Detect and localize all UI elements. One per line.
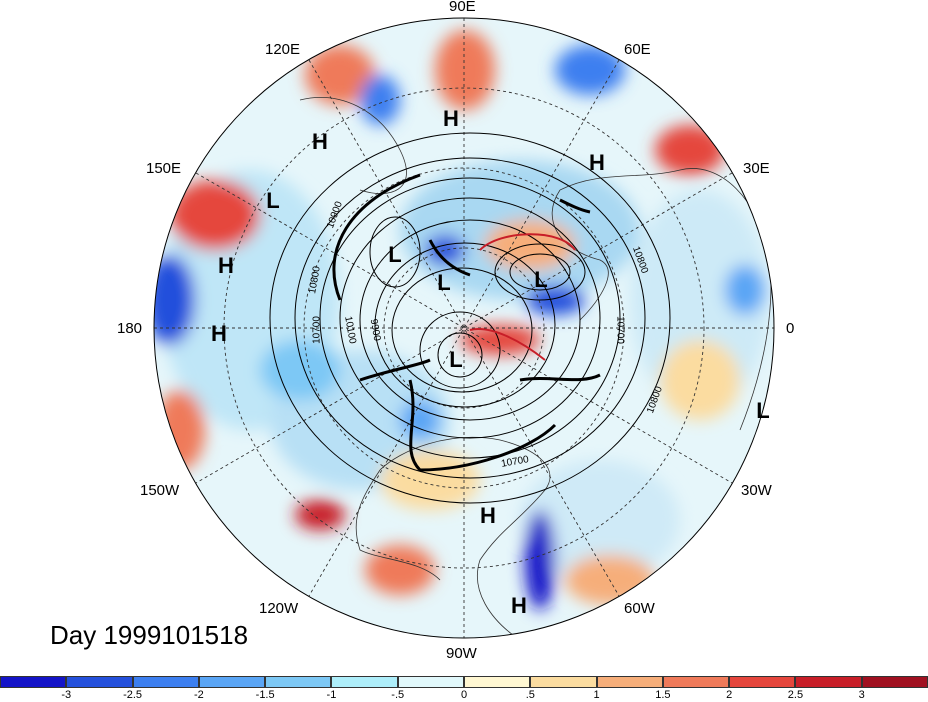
lon-label-90w: 90W [446,645,477,662]
pressure-center-low: L [534,267,548,292]
colorbar-tick-label: 2 [726,689,733,701]
day-label: Day 1999101518 [50,620,249,650]
pressure-center-high: H [589,150,605,175]
colorbar-tick-label: 2.5 [787,689,804,701]
lon-label-180: 180 [117,320,143,337]
contour-label: 10700 [311,316,323,344]
colorbar-swatch [331,676,398,688]
colorbar-tick-label: 0 [460,689,468,701]
pressure-center-low: L [388,242,402,267]
colorbar-tick-label: -2 [193,689,204,701]
lon-label-120w: 120W [259,600,299,617]
colorbar-tick-label: -3 [61,689,72,701]
colorbar-tick-label: 3 [858,689,865,701]
colorbar [0,676,928,688]
colorbar-tick-label: -1 [326,689,337,701]
lon-label-150w: 150W [140,482,180,499]
pressure-center-low: L [449,347,463,372]
colorbar-swatch [66,676,133,688]
colorbar-swatch [596,676,663,688]
pressure-center-low: L [756,398,770,423]
pressure-center-high: H [443,106,459,131]
colorbar-tick-label: 1 [593,689,600,701]
lon-label-120e: 120E [265,41,301,58]
colorbar-swatch [0,676,67,688]
lon-label-30w: 30W [741,482,772,499]
colorbar-swatch [132,676,199,688]
pressure-center-high: H [511,593,527,618]
colorbar-swatch [795,676,862,688]
colorbar-swatch [729,676,796,688]
pressure-center-high: H [218,253,234,278]
pressure-center-high: H [211,321,227,346]
pressure-center-low: L [266,188,280,213]
lon-label-0: 0 [786,320,795,337]
colorbar-swatch [397,676,464,688]
colorbar-tick-label: 1.5 [655,689,671,701]
lon-label-90e: 90E [449,0,476,15]
colorbar-swatch [662,676,730,688]
pressure-center-high: H [312,129,328,154]
lon-label-60e: 60E [624,41,651,58]
pressure-center-low: L [437,270,451,295]
lon-label-60w: 60W [624,600,655,617]
colorbar-swatch [463,676,531,688]
colorbar-swatch [530,676,597,688]
colorbar-tick-label: -.5 [391,689,405,701]
colorbar-swatch [265,676,332,688]
colorbar-tick-label: .5 [525,689,535,701]
polar-map [153,17,775,639]
colorbar-tick-label: -2.5 [123,689,143,701]
colorbar-swatch [198,676,266,688]
colorbar-swatch [861,676,928,688]
colorbar-tick-label: -1.5 [255,689,275,701]
anomaly-field [154,18,774,638]
lon-label-150e: 150E [146,160,182,177]
lon-label-30e: 30E [743,160,770,177]
contour-label: 10700 [614,316,626,344]
pressure-center-high: H [480,503,496,528]
